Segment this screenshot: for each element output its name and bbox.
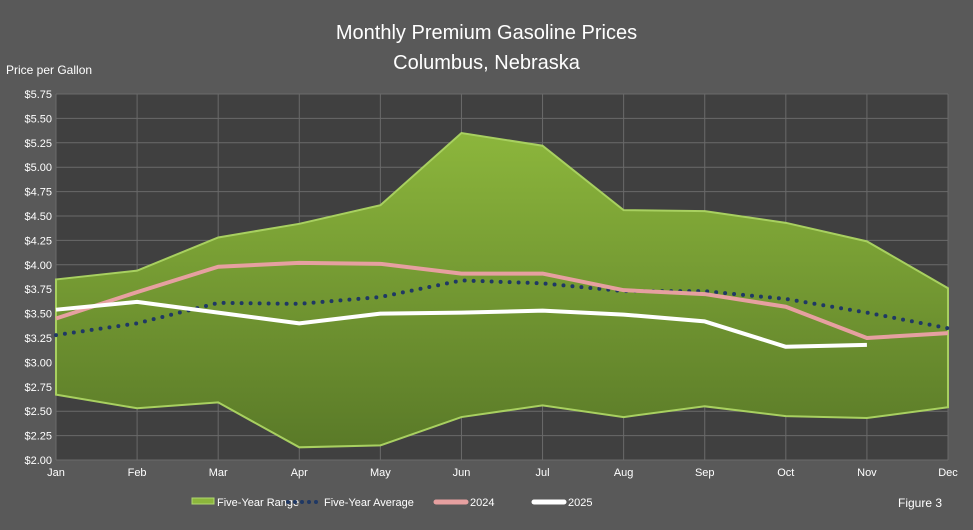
y-tick-label: $4.00 [24, 260, 52, 272]
y-tick-label: $3.25 [24, 333, 52, 345]
x-tick-label: Dec [938, 467, 958, 479]
x-tick-label: Sep [695, 467, 715, 479]
x-tick-label: Aug [614, 467, 634, 479]
chart-subtitle: Columbus, Nebraska [393, 52, 580, 74]
legend-swatch-five-year-range [191, 497, 215, 505]
y-tick-label: $5.50 [24, 113, 52, 125]
legend-label: 2025 [568, 497, 592, 509]
x-tick-label: Jul [536, 467, 550, 479]
y-tick-label: $2.75 [24, 382, 52, 394]
y-tick-label: $3.50 [24, 309, 52, 321]
x-tick-label: Oct [777, 467, 794, 479]
chart-title: Monthly Premium Gasoline Prices [335, 22, 638, 44]
y-tick-label: $3.00 [24, 357, 52, 369]
y-tick-label: $5.00 [24, 162, 52, 174]
y-tick-label: $4.75 [24, 187, 52, 199]
series-line-2024 [55, 260, 949, 340]
y-tick-label: $4.25 [24, 235, 52, 247]
x-tick-label: Jun [453, 467, 471, 479]
series-line-five-year-average [54, 278, 950, 338]
y-tick-label: $2.00 [24, 455, 52, 467]
x-tick-label: Apr [291, 467, 308, 479]
x-tick-label: Feb [128, 467, 147, 479]
x-tick-label: Jan [47, 467, 65, 479]
x-tick-label: Mar [209, 467, 228, 479]
y-tick-label: $2.25 [24, 431, 52, 443]
figure-label: Figure 3 [898, 496, 943, 510]
five-year-range-area [55, 131, 949, 449]
y-tick-label: $5.75 [24, 89, 52, 101]
series-line-2025 [55, 299, 867, 349]
y-tick-label: $2.50 [24, 406, 52, 418]
legend-label: Five-Year Average [324, 497, 414, 509]
x-tick-label: Nov [857, 467, 877, 479]
y-tick-label: $3.75 [24, 284, 52, 296]
x-tick-label: May [370, 467, 391, 479]
y-tick-label: $5.25 [24, 138, 52, 150]
legend-label: 2024 [470, 497, 494, 509]
y-tick-label: $4.50 [24, 211, 52, 223]
y-axis-label: Price per Gallon [6, 63, 93, 77]
legend-label: Five-Year Range [217, 497, 299, 509]
